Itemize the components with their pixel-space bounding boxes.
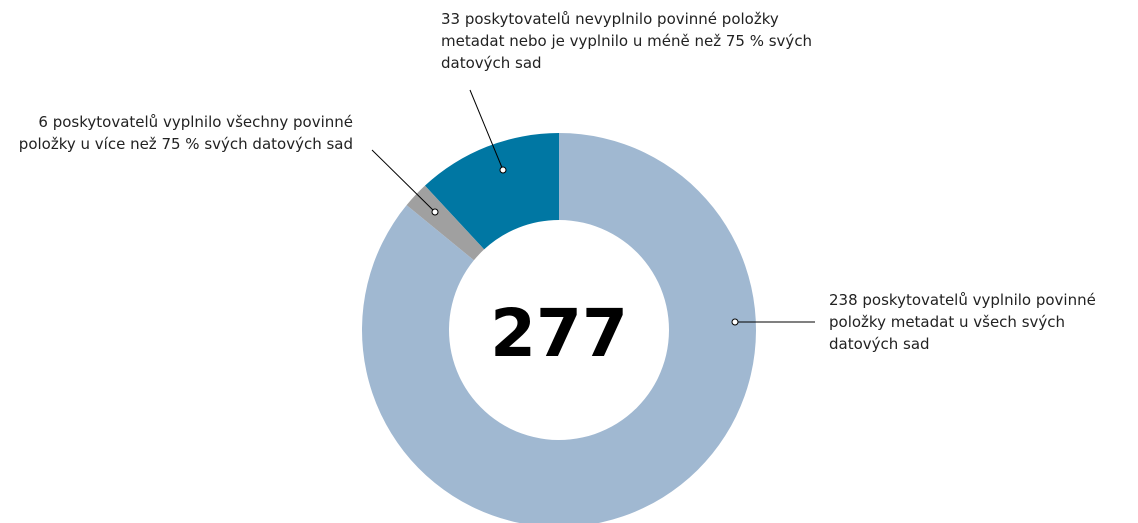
segment-label: 238 poskytovatelů vyplnilo povinné polož… [829, 291, 1096, 353]
leader-dot [499, 166, 507, 174]
leader-line [371, 149, 436, 213]
segment-label: 6 poskytovatelů vyplnilo všechny povinné… [18, 113, 353, 153]
segment-label: 33 poskytovatelů nevyplnilo povinné polo… [441, 10, 813, 72]
leader-dot [731, 318, 739, 326]
total-label: 277 [490, 295, 628, 372]
donut-segment [424, 133, 559, 250]
leader-dot [431, 208, 439, 216]
donut-segment [406, 185, 485, 261]
donut-segment [362, 133, 756, 523]
leader-line [469, 89, 504, 171]
